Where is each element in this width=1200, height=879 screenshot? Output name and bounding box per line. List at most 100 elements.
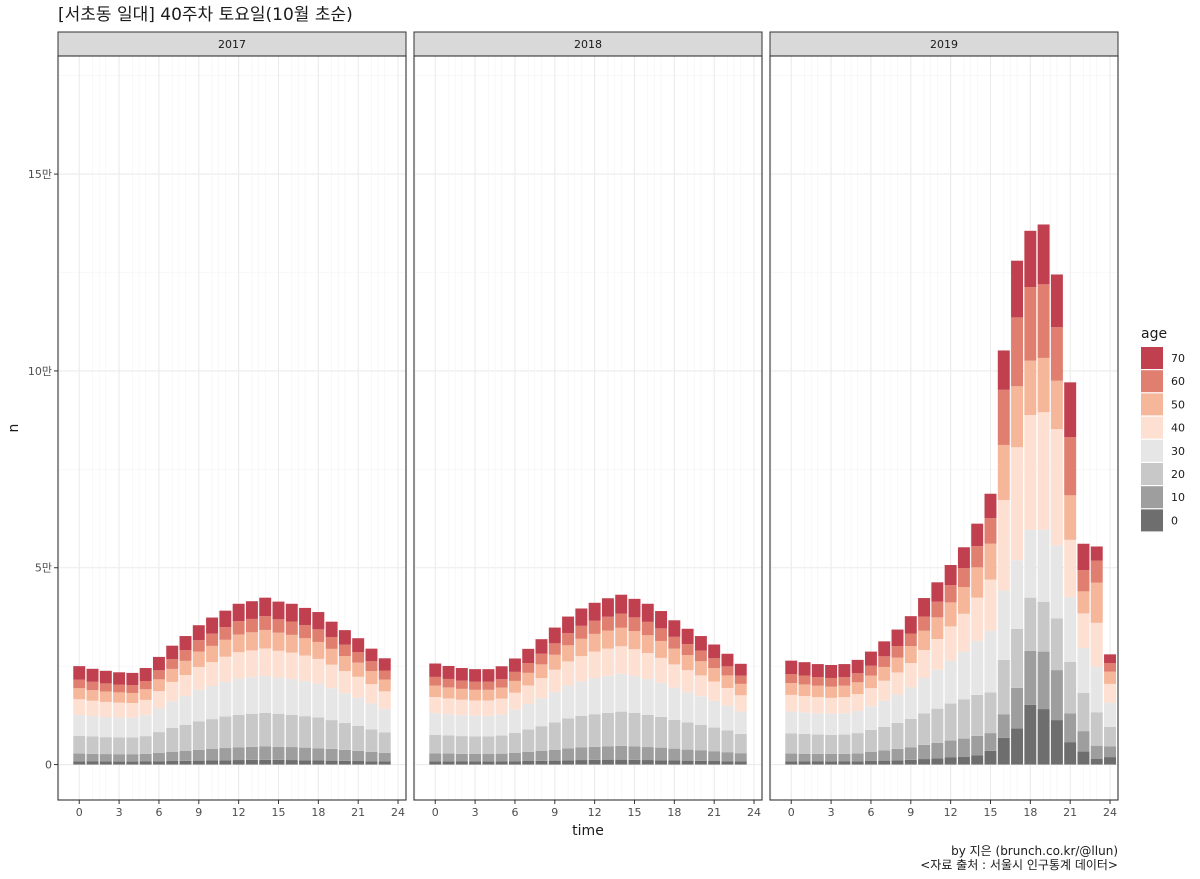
- bar-segment-age-40: [904, 663, 917, 688]
- bar-segment-age-50: [192, 651, 205, 667]
- bar-segment-age-10: [918, 744, 931, 760]
- bar-segment-age-40: [482, 700, 495, 716]
- bar-segment-age-0: [628, 759, 641, 765]
- bar-segment-age-40: [655, 657, 668, 683]
- bar-segment-age-10: [721, 752, 734, 762]
- bar-segment-age-30: [312, 683, 325, 718]
- bar-segment-age-20: [864, 729, 877, 752]
- bar-segment-age-30: [1011, 560, 1024, 629]
- bar-segment-age-60: [482, 681, 495, 690]
- bar-segment-age-70: [944, 564, 957, 586]
- facet-strip: [413, 31, 763, 57]
- bar-segment-age-50: [312, 641, 325, 659]
- bar-segment-age-60: [352, 651, 365, 663]
- bar-segment-age-50: [984, 543, 997, 580]
- bar-segment-age-0: [113, 761, 126, 765]
- bar-segment-age-20: [73, 735, 86, 754]
- bar-segment-age-70: [455, 668, 468, 681]
- bar-segment-age-0: [469, 761, 482, 765]
- bar-segment-age-40: [628, 649, 641, 676]
- bar-segment-age-30: [469, 715, 482, 737]
- bar-segment-age-0: [548, 760, 561, 765]
- bar-segment-age-70: [378, 658, 391, 671]
- bar-segment-age-10: [166, 751, 179, 762]
- bar-segment-age-0: [126, 761, 139, 765]
- bar-segment-age-40: [285, 652, 298, 679]
- bar-segment-age-0: [562, 760, 575, 765]
- x-tick-label: 12: [588, 806, 602, 819]
- bar-segment-age-60: [86, 681, 99, 691]
- bar-segment-age-0: [971, 755, 984, 765]
- bar-segment-age-20: [785, 733, 798, 754]
- bar-segment-age-50: [601, 630, 614, 649]
- bar-segment-age-10: [219, 748, 232, 761]
- bar-segment-age-40: [1037, 412, 1050, 530]
- bar-segment-age-0: [442, 761, 455, 765]
- bar-segment-age-30: [721, 705, 734, 731]
- bar-segment-age-20: [495, 735, 508, 754]
- bar-segment-age-70: [1011, 260, 1024, 318]
- bar-segment-age-30: [798, 712, 811, 735]
- bar-segment-age-10: [455, 753, 468, 762]
- y-axis-title: n: [6, 424, 22, 433]
- bar-segment-age-60: [548, 643, 561, 655]
- panel-border: [769, 55, 1119, 801]
- bar-segment-age-50: [352, 662, 365, 677]
- bar-segment-age-10: [482, 753, 495, 762]
- bar-segment-age-20: [166, 727, 179, 752]
- bar-segment-age-0: [338, 760, 351, 765]
- bar-segment-age-50: [628, 631, 641, 650]
- bar-segment-age-20: [681, 722, 694, 750]
- bar-segment-age-10: [352, 750, 365, 762]
- bar-segment-age-20: [86, 736, 99, 754]
- bar-segment-age-40: [192, 666, 205, 690]
- bar-segment-age-60: [192, 640, 205, 652]
- bar-segment-age-70: [232, 603, 245, 622]
- x-tick-label: 18: [667, 806, 681, 819]
- bar-segment-age-50: [1037, 357, 1050, 413]
- x-tick-label: 21: [1063, 806, 1077, 819]
- bar-segment-age-30: [285, 678, 298, 715]
- bar-segment-age-50: [878, 666, 891, 681]
- bar-segment-age-10: [285, 747, 298, 761]
- legend-swatch-0: [1141, 509, 1163, 532]
- bar-segment-age-0: [1104, 757, 1117, 765]
- bar-segment-age-20: [721, 730, 734, 753]
- bar-segment-age-20: [931, 708, 944, 743]
- bar-segment-age-50: [575, 638, 588, 657]
- bar-segment-age-20: [299, 716, 312, 748]
- bar-segment-age-70: [219, 610, 232, 628]
- bar-segment-age-50: [86, 690, 99, 701]
- bar-segment-age-60: [615, 613, 628, 628]
- bar-segment-age-40: [562, 661, 575, 686]
- bar-segment-age-0: [378, 761, 391, 765]
- bar-segment-age-30: [365, 703, 378, 730]
- bar-segment-age-40: [99, 701, 112, 718]
- bar-segment-age-30: [455, 715, 468, 737]
- bar-segment-age-40: [811, 697, 824, 714]
- bar-segment-age-40: [1011, 447, 1024, 561]
- legend-title: age: [1141, 326, 1167, 342]
- bar-segment-age-30: [548, 691, 561, 723]
- bar-segment-age-0: [508, 761, 521, 765]
- bar-segment-age-70: [285, 603, 298, 622]
- bar-segment-age-30: [245, 677, 258, 714]
- bar-segment-age-0: [245, 759, 258, 765]
- bar-segment-age-60: [851, 673, 864, 683]
- bar-segment-age-30: [1077, 648, 1090, 693]
- bar-segment-age-60: [734, 675, 747, 684]
- bar-segment-age-0: [1037, 709, 1050, 765]
- bar-segment-age-60: [1077, 570, 1090, 592]
- bar-segment-age-30: [944, 660, 957, 704]
- bar-segment-age-70: [1037, 224, 1050, 285]
- legend-swatch-40: [1141, 416, 1163, 439]
- bar-segment-age-10: [1090, 745, 1103, 759]
- bar-segment-age-0: [957, 756, 970, 765]
- bar-segment-age-50: [378, 679, 391, 692]
- bar-segment-age-0: [655, 760, 668, 765]
- bar-segment-age-0: [166, 761, 179, 765]
- x-tick-label: 0: [76, 806, 83, 819]
- facet-label: 2017: [218, 38, 246, 51]
- bar-segment-age-0: [152, 761, 165, 765]
- bar-segment-age-10: [1037, 651, 1050, 710]
